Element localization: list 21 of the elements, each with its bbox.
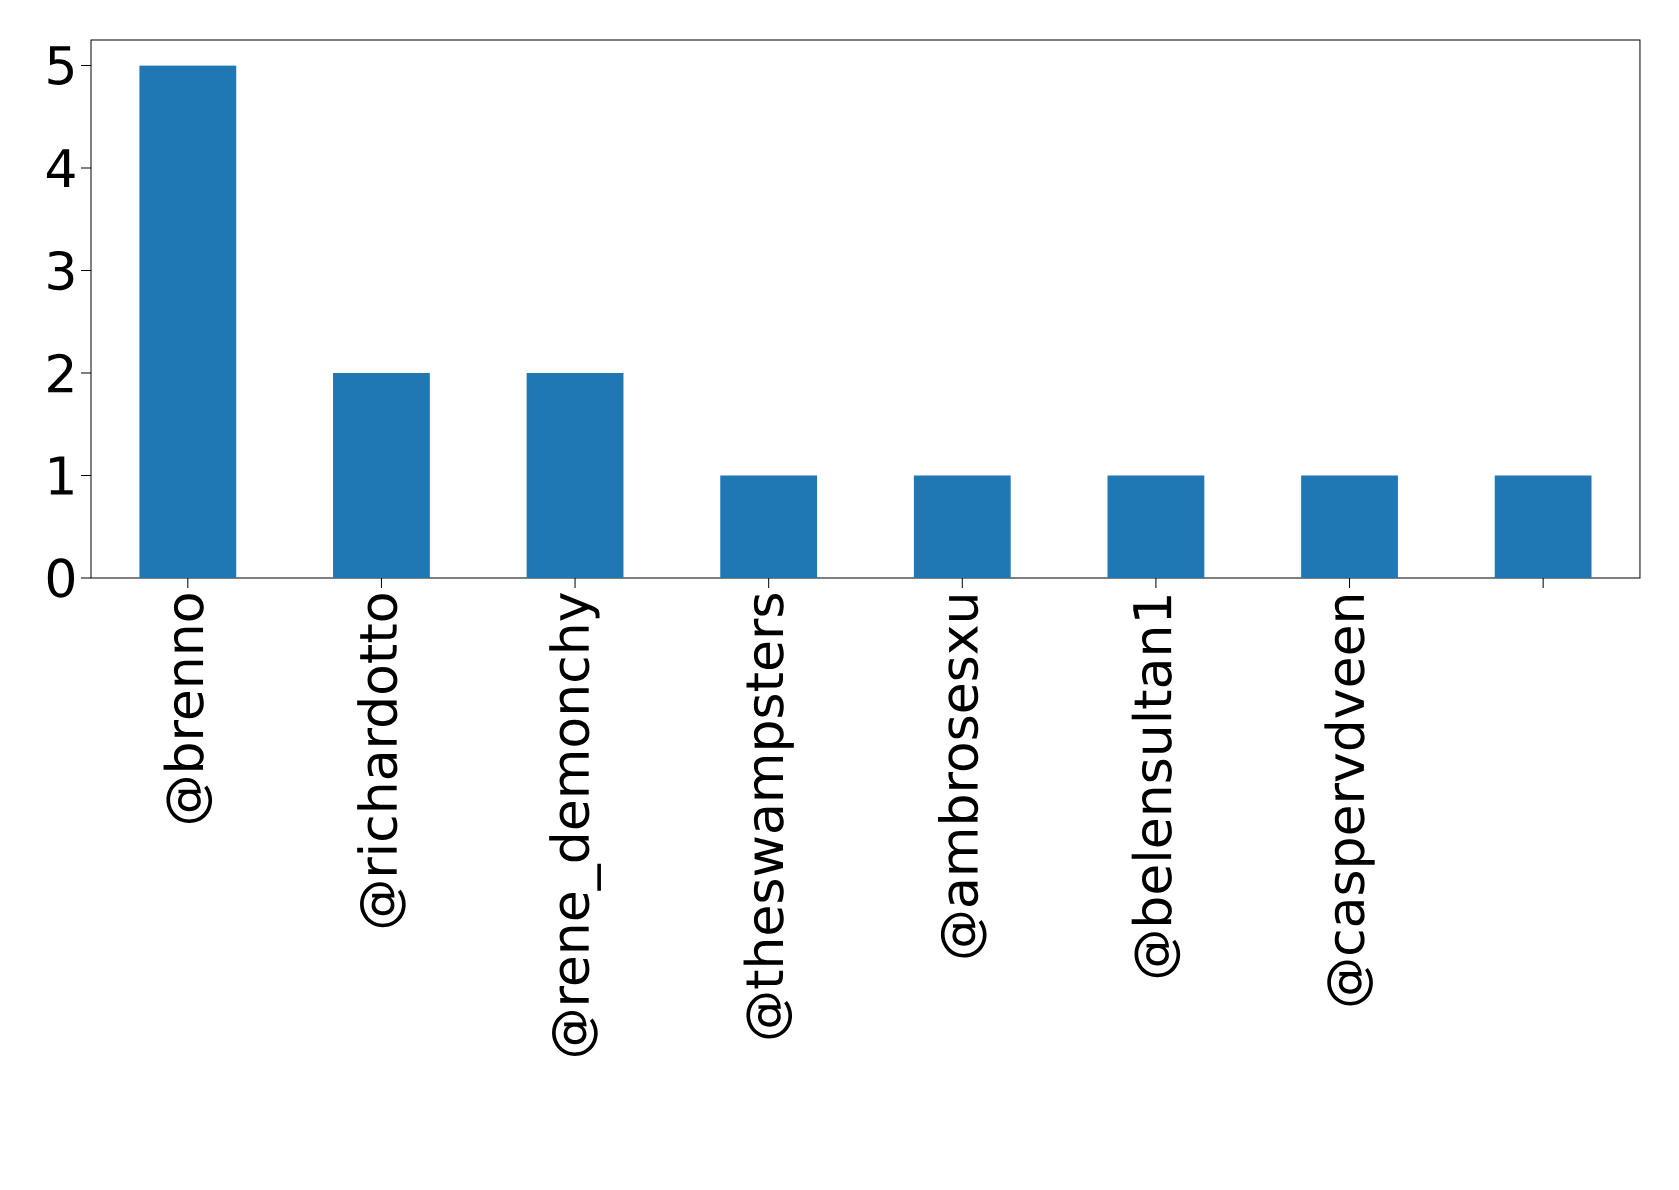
bar	[1301, 475, 1398, 578]
y-tick-label: 0	[47, 558, 75, 598]
bar	[913, 475, 1011, 578]
y-tick-label: 4	[46, 149, 75, 188]
y-tick-label: 5	[48, 46, 73, 85]
y-tick-label: 1	[50, 456, 73, 495]
y-tick-label: 3	[48, 250, 74, 291]
x-tick-label: @belensultan1	[1131, 596, 1181, 978]
bar	[720, 475, 818, 578]
y-tick-label: 2	[48, 353, 73, 393]
x-tick-label: @theswampsters	[743, 594, 794, 1039]
bar	[1494, 475, 1592, 578]
x-tick-label: @ambrosesxu	[938, 596, 987, 958]
bar	[333, 373, 430, 578]
bar	[1107, 475, 1205, 578]
x-tick-label: @rene_demonchy	[549, 593, 601, 1057]
bar	[139, 65, 237, 578]
x-tick-label: @richardotto	[357, 594, 406, 928]
x-tick-label: @brenno	[163, 594, 213, 824]
x-tick-label: @caspervdveen	[1324, 595, 1375, 1006]
bar	[526, 373, 624, 578]
